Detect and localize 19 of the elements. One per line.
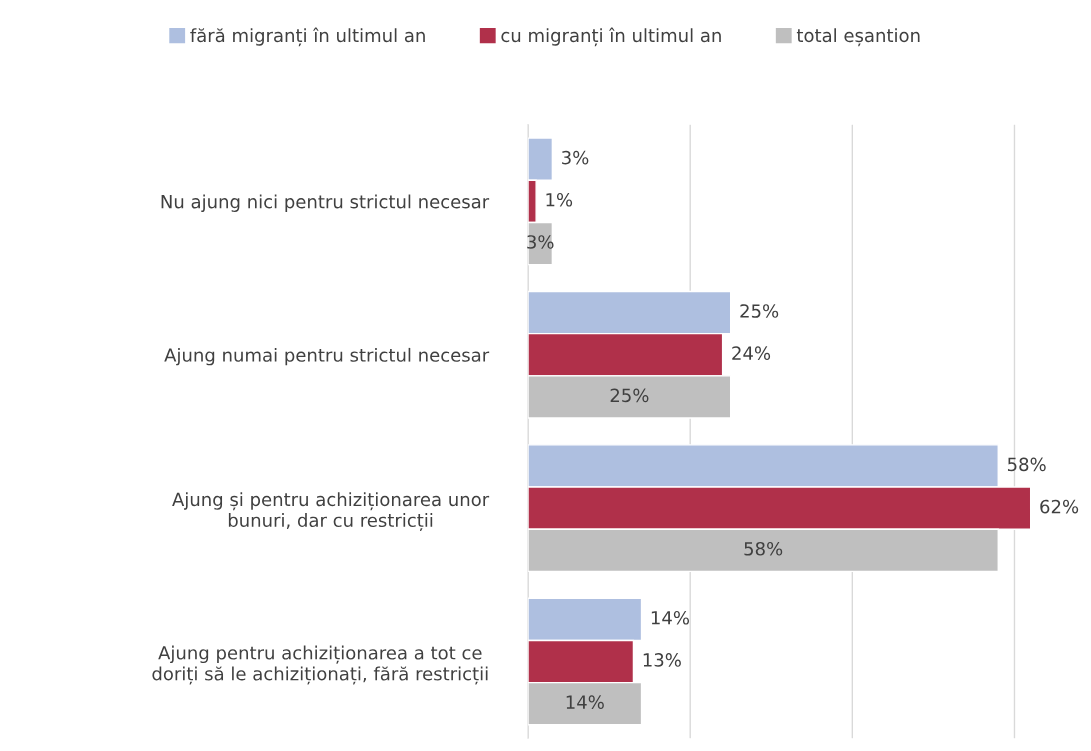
data-label: 3% (527, 235, 554, 249)
legend-label: total eșantion (796, 28, 920, 47)
data-label: 14% (651, 610, 690, 625)
data-label: 58% (1007, 457, 1046, 472)
data-label: 62% (1040, 499, 1079, 514)
data-label: 25% (610, 388, 649, 403)
y-tick-label: Ajung pentru achiziționarea a tot ce doriți să le achiziționați, fără restricții (152, 645, 488, 685)
data-label: 24% (732, 346, 771, 360)
data-label: 14% (566, 695, 604, 709)
y-tick-label: Ajung numai pentru strictul necesar (164, 347, 490, 366)
y-tick-label: Nu ajung nici pentru strictul necesar (161, 194, 490, 212)
data-label: 58% (744, 541, 783, 556)
data-label: 25% (740, 304, 779, 318)
data-label: 1% (546, 192, 573, 207)
data-label: 3% (562, 150, 589, 165)
data-label: 13% (643, 653, 681, 667)
legend-label: fără migranți în ultimul an (190, 27, 425, 47)
y-tick-label: Ajung și pentru achiziționarea unor bunuri, dar cu restricții (172, 492, 490, 532)
legend-label: cu migranți în ultimul an (501, 27, 721, 47)
